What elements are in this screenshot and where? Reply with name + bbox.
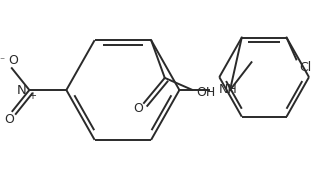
Text: ⁻: ⁻ <box>0 56 5 66</box>
Text: O: O <box>4 113 14 126</box>
Text: N: N <box>17 83 26 97</box>
Text: NH: NH <box>218 83 237 95</box>
Text: O: O <box>8 54 18 67</box>
Text: OH: OH <box>196 86 215 99</box>
Text: +: + <box>28 91 37 101</box>
Text: Cl: Cl <box>299 61 312 74</box>
Text: O: O <box>134 102 143 115</box>
